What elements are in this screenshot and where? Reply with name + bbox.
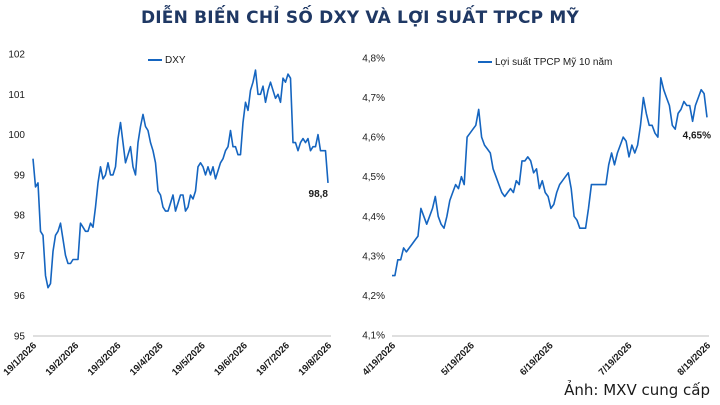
yield-y-tick-label: 4,1%: [362, 331, 385, 342]
dxy-x-tick-label: 19/4/2026: [128, 340, 166, 378]
yield-series-line: [392, 77, 708, 277]
yield-x-tick-label: 8/19/2026: [675, 340, 713, 378]
yield-x-tick-label: 5/19/2026: [439, 340, 477, 378]
dxy-legend: DXY: [148, 55, 186, 66]
chart-title: DIỄN BIẾN CHỈ SỐ DXY VÀ LỢI SUẤT TPCP MỸ: [140, 8, 580, 28]
yield-x-tick-label: 6/19/2026: [518, 340, 556, 378]
yield-y-tick-label: 4,5%: [362, 172, 385, 183]
dxy-y-tick-label: 96: [14, 291, 26, 302]
dxy-x-tick-label: 19/8/2026: [296, 340, 334, 378]
yield-x-tick-labels: 4/19/2026 5/19/2026 6/19/2026 7/19/2026 8/19…: [360, 340, 713, 378]
dxy-x-tick-label: 19/3/2026: [86, 340, 124, 378]
yield-y-tick-labels: 4,1% 4,2% 4,3% 4,4% 4,5% 4,6% 4,7% 4,8%: [362, 54, 385, 342]
yield-y-tick-label: 4,4%: [362, 212, 385, 223]
yield-legend-label: Lợi suất TPCP Mỹ 10 năm: [495, 56, 612, 68]
dxy-y-tick-label: 97: [14, 251, 26, 262]
yield-chart: 4,1% 4,2% 4,3% 4,4% 4,5% 4,6% 4,7% 4,8% 4/19/20…: [360, 54, 713, 379]
image-caption: Ảnh: MXV cung cấp: [564, 381, 710, 399]
yield-legend: Lợi suất TPCP Mỹ 10 năm: [478, 56, 612, 68]
yield-x-tick-label: 4/19/2026: [360, 340, 398, 378]
yield-y-tick-label: 4,7%: [362, 93, 385, 104]
dxy-x-tick-label: 19/6/2026: [212, 340, 250, 378]
yield-x-tick-label: 7/19/2026: [597, 340, 635, 378]
yield-y-tick-label: 4,3%: [362, 251, 385, 262]
dxy-y-tick-label: 100: [8, 130, 25, 141]
dxy-y-tick-label: 102: [8, 50, 25, 61]
yield-last-value-label: 4,65%: [683, 130, 711, 141]
dxy-x-tick-label: 19/2/2026: [44, 340, 82, 378]
dxy-y-tick-label: 99: [14, 170, 26, 181]
dxy-last-value-label: 98,8: [309, 189, 329, 200]
dxy-y-tick-labels: 95 96 97 98 99 100 101 102: [8, 50, 25, 343]
dxy-y-tick-label: 95: [14, 332, 26, 343]
yield-y-tick-label: 4,6%: [362, 133, 385, 144]
dxy-x-tick-label: 19/1/2026: [1, 340, 39, 378]
dxy-x-tick-label: 19/5/2026: [170, 340, 208, 378]
dxy-x-tick-labels: 19/1/2026 19/2/2026 19/3/2026 19/4/2026 19/5…: [1, 340, 334, 378]
dxy-legend-label: DXY: [165, 55, 186, 66]
dxy-y-tick-label: 98: [14, 211, 26, 222]
yield-y-tick-label: 4,8%: [362, 54, 385, 65]
dxy-y-tick-label: 101: [8, 90, 25, 101]
dxy-series-line: [32, 69, 329, 289]
yield-y-tick-label: 4,2%: [362, 291, 385, 302]
dxy-x-tick-label: 19/7/2026: [254, 340, 292, 378]
